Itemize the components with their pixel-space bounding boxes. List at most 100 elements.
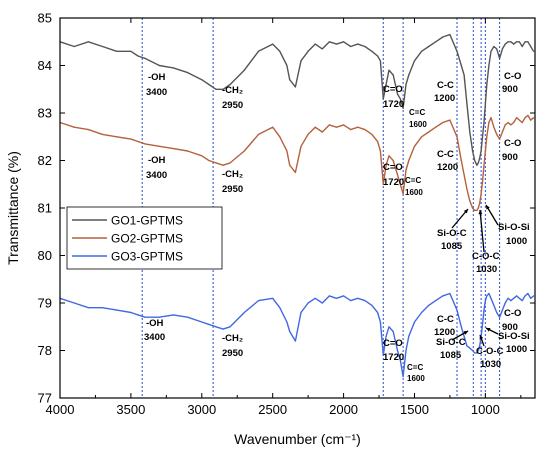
annotation-coc-2-wn: 1030 [476,264,497,275]
annotation-arrow [451,208,469,229]
annotation-c-c-3-wn: 1200 [434,327,455,338]
data-point [481,323,484,325]
data-point [533,50,535,52]
x-axis-ticks: 4000 3500 3000 2500 2000 1500 1000 [46,18,522,417]
data-point [137,140,139,143]
data-point [385,335,387,337]
data-point [101,45,104,48]
data-point [435,41,437,43]
data-point [472,207,474,209]
data-point [243,69,245,71]
data-point [101,307,104,309]
data-point [480,193,482,195]
data-point [364,300,366,302]
data-point [469,347,471,349]
data-point [382,354,384,356]
data-point [396,174,399,176]
annotation-ch2-2: -CH₂ [222,169,243,180]
data-point [496,48,498,50]
data-point [530,297,532,299]
data-point [294,171,296,173]
data-point [229,326,231,328]
annotation-sioc-2: Si-O-C [437,228,467,239]
data-point [392,330,394,333]
data-point [328,41,330,43]
data-point [499,138,501,140]
legend-label: GO1-GPTMS [111,214,183,228]
data-point [279,50,281,52]
data-point [343,295,345,297]
data-point [300,311,302,314]
data-point [408,335,410,337]
data-point [524,41,526,43]
data-point [201,79,203,81]
data-point [435,300,437,302]
data-point [504,302,506,304]
data-point [257,50,260,52]
data-point [396,349,399,352]
data-point [527,114,529,116]
series-layer [59,33,535,378]
data-point [116,50,118,52]
data-point [405,169,407,171]
annotation-co-3: C=O [383,338,403,349]
data-point [466,345,468,347]
data-point [518,119,521,121]
data-point [472,349,474,352]
annotation-arrowhead [486,205,490,210]
data-point [321,302,323,304]
y-axis-label: Transmittance (%) [5,151,21,265]
data-point [421,311,423,314]
annotation-sioc-2-wn: 1085 [441,241,463,252]
data-point [483,309,485,311]
data-point [172,148,174,150]
data-point [405,83,407,86]
data-point [215,326,217,328]
data-point [144,316,146,318]
data-point [388,155,390,157]
data-point [507,297,509,299]
data-point [474,352,476,354]
data-point [201,155,203,157]
annotation-coc-3-wn: 1030 [480,359,501,370]
data-point [466,102,468,105]
data-point [449,119,451,121]
annotation-ch2-1: -CH₂ [222,85,243,96]
data-point [208,323,210,325]
legend-label: GO2-GPTMS [111,232,183,246]
data-point [307,302,309,304]
data-point [488,292,490,295]
y-axis-ticks: 77 78 79 80 81 82 83 84 85 [38,11,535,406]
data-point [130,138,132,140]
data-point [187,316,189,318]
data-point [272,297,274,299]
data-point [413,145,416,147]
data-point [379,60,381,62]
data-point [449,34,451,36]
data-point [510,124,512,126]
data-point [484,102,486,105]
data-point [279,307,281,309]
annotation-arrowhead [463,209,468,214]
data-point [385,164,387,166]
data-point [388,69,390,71]
data-point [524,295,526,297]
data-point [477,349,479,352]
data-point [328,124,330,126]
data-point [158,316,160,318]
data-point [405,349,407,352]
data-point [496,133,498,135]
data-point [101,133,104,135]
data-point [307,133,309,135]
data-point [328,295,330,297]
annotation-c-o-1: C-O [504,71,521,82]
y-tick-label: 77 [38,391,52,406]
data-point [392,74,394,76]
data-point [314,297,316,299]
data-point [172,314,174,316]
x-axis-label: Wavenumber (cm⁻¹) [234,431,361,447]
data-point [286,64,288,67]
data-point [460,326,462,328]
data-point [377,311,379,314]
data-point [477,207,479,209]
